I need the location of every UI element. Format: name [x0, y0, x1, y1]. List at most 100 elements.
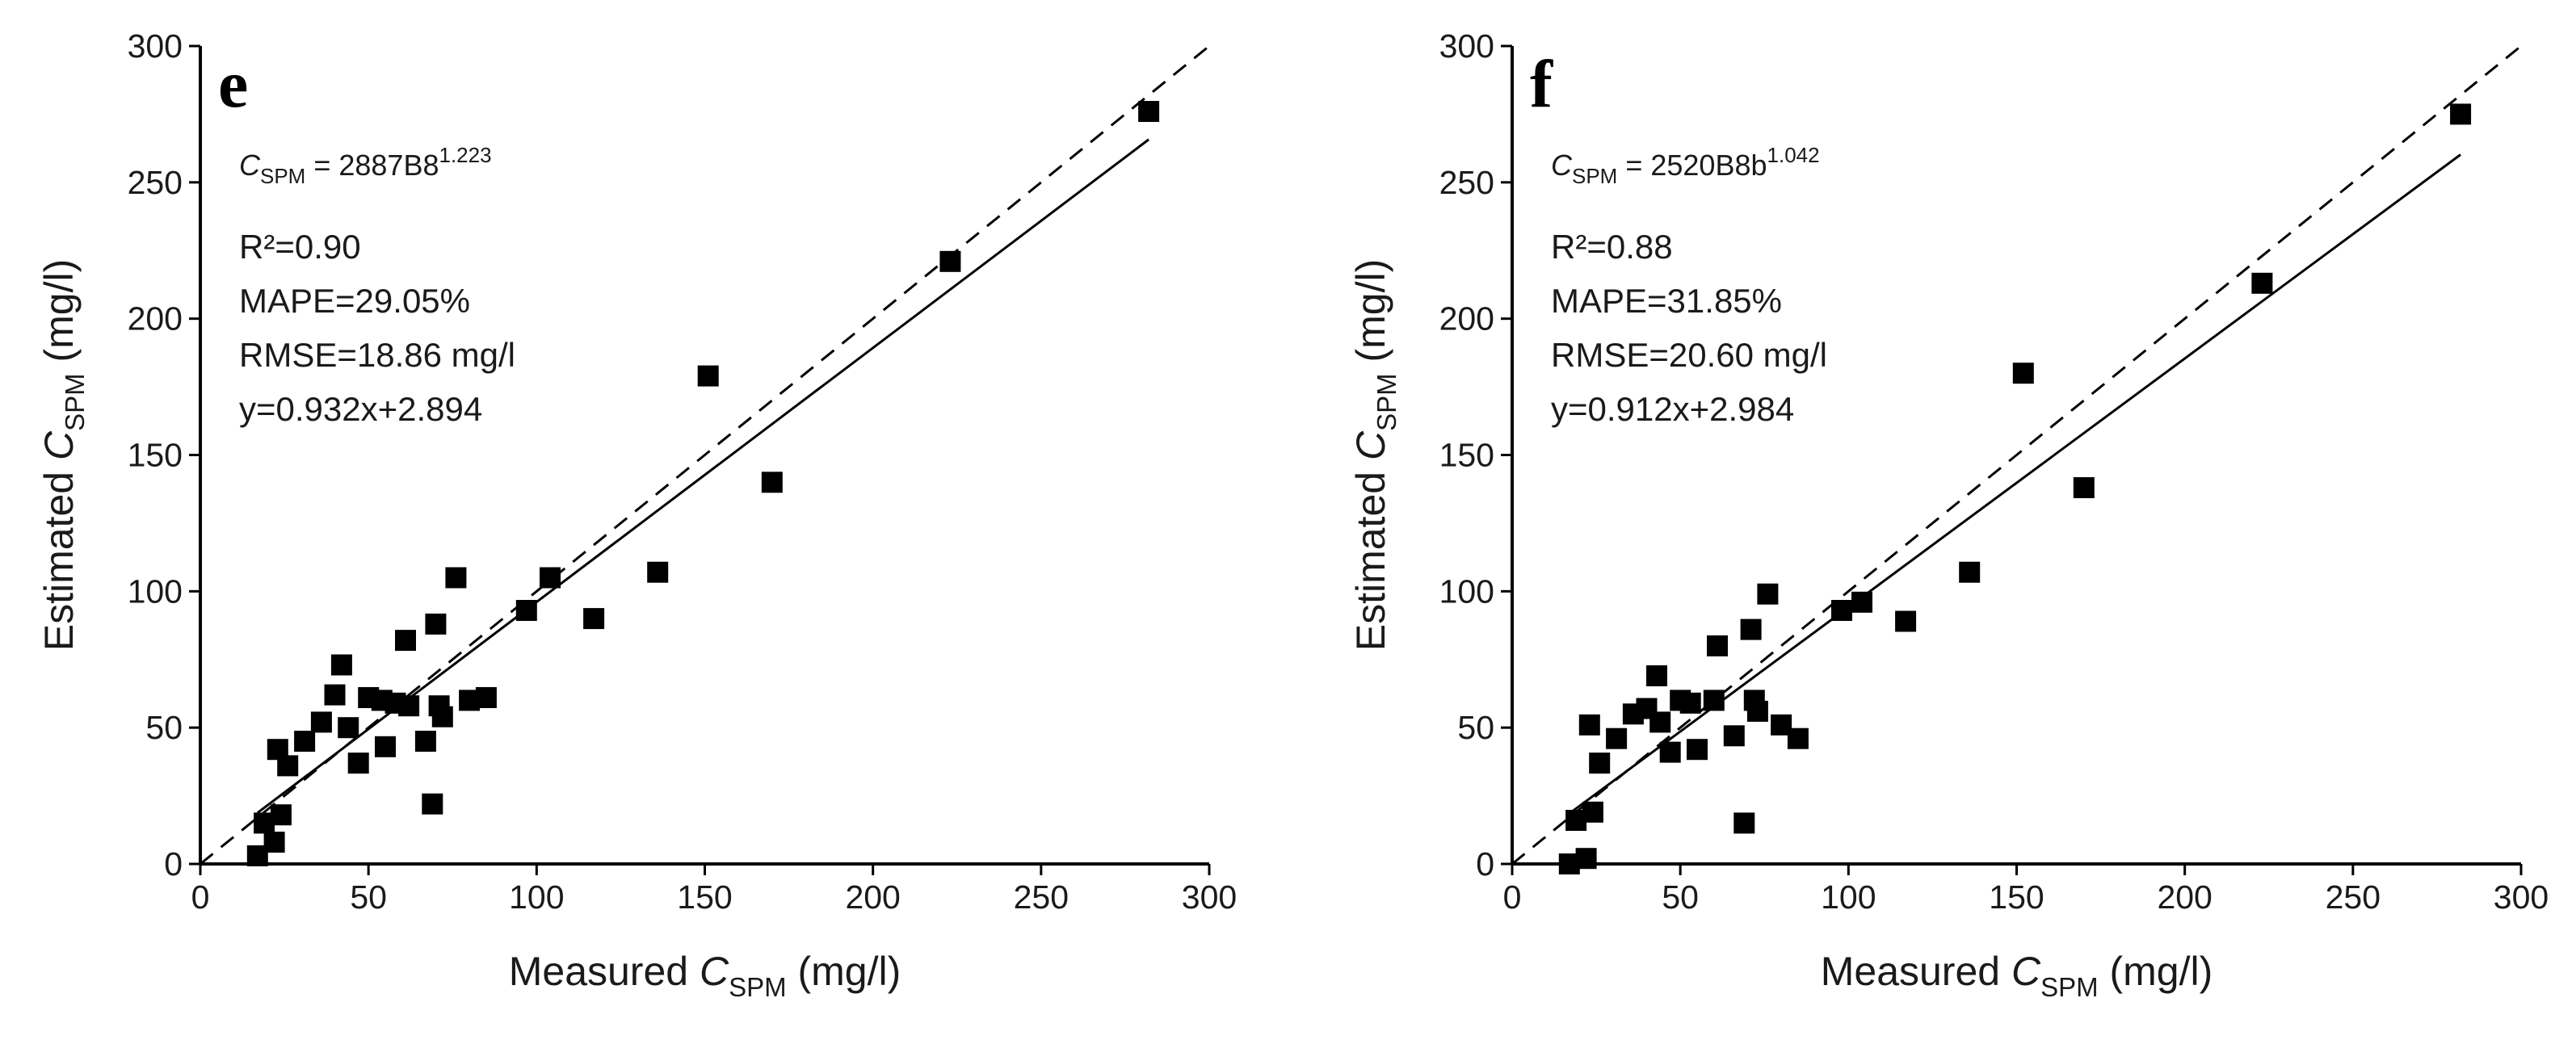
chart-e-point [939, 250, 961, 272]
chart-e-point [540, 567, 561, 589]
chart-f-point [2450, 103, 2472, 125]
chart-e-panel: 0 50 100 150 200 250 300 0 50 100 150 200 250 300 Meas… [36, 27, 1237, 1002]
chart-f-point [1740, 618, 1762, 640]
chart-e-y-tick-label: 0 [164, 845, 183, 883]
chart-f-x-axis-title-sub: SPM [2040, 972, 2099, 1002]
chart-e-point [324, 684, 346, 706]
chart-e-x-tick-label: 0 [191, 878, 210, 916]
chart-e-y-tick-label: 300 [128, 27, 183, 65]
chart-e-x-axis-title-suffix: (mg/l) [787, 949, 901, 994]
chart-f-point [1687, 739, 1708, 761]
chart-e-point [310, 711, 332, 733]
chart-e-y-tick-label: 200 [128, 300, 183, 338]
chart-f-stat-line: MAPE=31.85% [1551, 282, 1782, 320]
chart-f-y-tick-label: 150 [1439, 437, 1494, 474]
chart-f-reference-line [1512, 46, 2521, 864]
chart-f-point [1679, 692, 1701, 714]
chart-f-x-tick-label: 150 [1989, 878, 2044, 916]
chart-e-point [375, 736, 396, 757]
chart-f-y-tick-label: 0 [1476, 845, 1494, 883]
chart-f-y-tick-label: 300 [1439, 27, 1494, 65]
chart-e-y-tick-label: 150 [128, 437, 183, 474]
chart-f-point [1606, 727, 1628, 749]
chart-e-point [347, 753, 369, 774]
chart-e-x-tick-label: 300 [1182, 878, 1237, 916]
chart-f-point [2012, 363, 2034, 384]
chart-e-y-axis-title-var: C [36, 430, 82, 460]
chart-e-x-tick-label: 200 [845, 878, 900, 916]
chart-f-equation: CSPM = 2520B8b1.042 [1551, 143, 1820, 188]
chart-e-point [277, 755, 299, 777]
chart-f-point [1659, 741, 1681, 763]
chart-f-equation-sub: SPM [1572, 164, 1617, 188]
chart-f-point [1733, 812, 1755, 834]
chart-f-y-axis-title-suffix: (mg/l) [1348, 259, 1393, 374]
chart-e-point [395, 630, 416, 652]
chart-f-x-tick-label: 0 [1503, 878, 1522, 916]
chart-e-stat-line: y=0.932x+2.894 [239, 390, 482, 428]
chart-e-point [761, 472, 783, 493]
chart-e-point [294, 731, 316, 752]
chart-f-x-tick-label: 50 [1662, 878, 1699, 916]
chart-e-x-tick-label: 250 [1014, 878, 1069, 916]
chart-f-x-axis-title-var: C [2011, 949, 2041, 994]
chart-f-point [1578, 714, 1600, 736]
chart-f-point [1723, 725, 1745, 747]
chart-e-x-axis-title: Measured CSPM (mg/l) [509, 949, 901, 1002]
chart-e-y-tick-label: 100 [128, 572, 183, 610]
chart-f-y-tick-label: 50 [1457, 709, 1494, 746]
chart-f-point [1746, 700, 1768, 722]
chart-e-equation-sub: SPM [260, 164, 305, 188]
chart-e-point [647, 561, 669, 583]
chart-e-point [697, 365, 719, 387]
chart-f-point [2073, 477, 2095, 498]
chart-f-y-axis-title-prefix: Estimated [1348, 460, 1393, 651]
chart-e-y-tick-label: 50 [145, 709, 183, 746]
chart-e-x-axis-title-prefix: Measured [509, 949, 700, 994]
chart-f-y-axis-title-sub: SPM [1372, 373, 1401, 431]
chart-f-equation-var: C [1551, 149, 1573, 182]
chart-f-fit-line [1568, 153, 2461, 815]
chart-e-point [431, 706, 453, 727]
chart-f-y-axis-title-var: C [1348, 430, 1393, 460]
chart-f-point [1649, 711, 1671, 733]
chart-f-stat-line: y=0.912x+2.984 [1551, 390, 1794, 428]
chart-e-point [515, 600, 537, 621]
chart-f-equation-body: = 2520B8b [1617, 149, 1767, 182]
chart-e-point [422, 793, 443, 815]
chart-f-point [1575, 848, 1597, 870]
chart-e-stat-line: R²=0.90 [239, 228, 361, 266]
chart-f-point [1757, 583, 1779, 605]
chart-e-y-axis-title: Estimated CSPM (mg/l) [36, 259, 90, 652]
chart-f-point [1895, 610, 1917, 632]
chart-e-point [583, 608, 605, 630]
chart-f-panel: 0 50 100 150 200 250 300 0 50 100 150 200 250 300 Meas… [1348, 27, 2549, 1002]
chart-f-point [1582, 801, 1603, 823]
chart-e-equation-exp: 1.223 [439, 143, 492, 167]
chart-e-equation-var: C [239, 149, 261, 182]
chart-f-point [1831, 600, 1852, 621]
chart-f-x-tick-label: 250 [2326, 878, 2381, 916]
chart-f-y-tick-label: 200 [1439, 300, 1494, 338]
chart-e-y-axis-title-suffix: (mg/l) [36, 259, 82, 374]
chart-e-y-axis-title-sub: SPM [60, 373, 90, 431]
chart-f-point [1787, 727, 1809, 749]
chart-f-y-tick-label: 100 [1439, 572, 1494, 610]
chart-e-x-tick-label: 100 [509, 878, 564, 916]
chart-e-point [445, 567, 467, 589]
chart-e-point [1138, 101, 1160, 122]
chart-f-y-axis-title: Estimated CSPM (mg/l) [1348, 259, 1401, 652]
chart-f-x-tick-label: 100 [1821, 878, 1876, 916]
chart-e-point [338, 717, 359, 739]
chart-e-x-axis-title-sub: SPM [729, 972, 787, 1002]
chart-e-x-axis-title-var: C [700, 949, 729, 994]
chart-f-x-axis-title-prefix: Measured [1821, 949, 2011, 994]
chart-f-x-tick-label: 300 [2494, 878, 2549, 916]
chart-e-y-axis-title-prefix: Estimated [36, 460, 82, 651]
chart-f-stat-line: R²=0.88 [1551, 228, 1673, 266]
chart-e-point [425, 613, 447, 635]
chart-e-point [330, 654, 352, 676]
chart-e-stat-line: RMSE=18.86 mg/l [239, 336, 515, 374]
chart-e-equation: CSPM = 2887B81.223 [239, 143, 492, 188]
